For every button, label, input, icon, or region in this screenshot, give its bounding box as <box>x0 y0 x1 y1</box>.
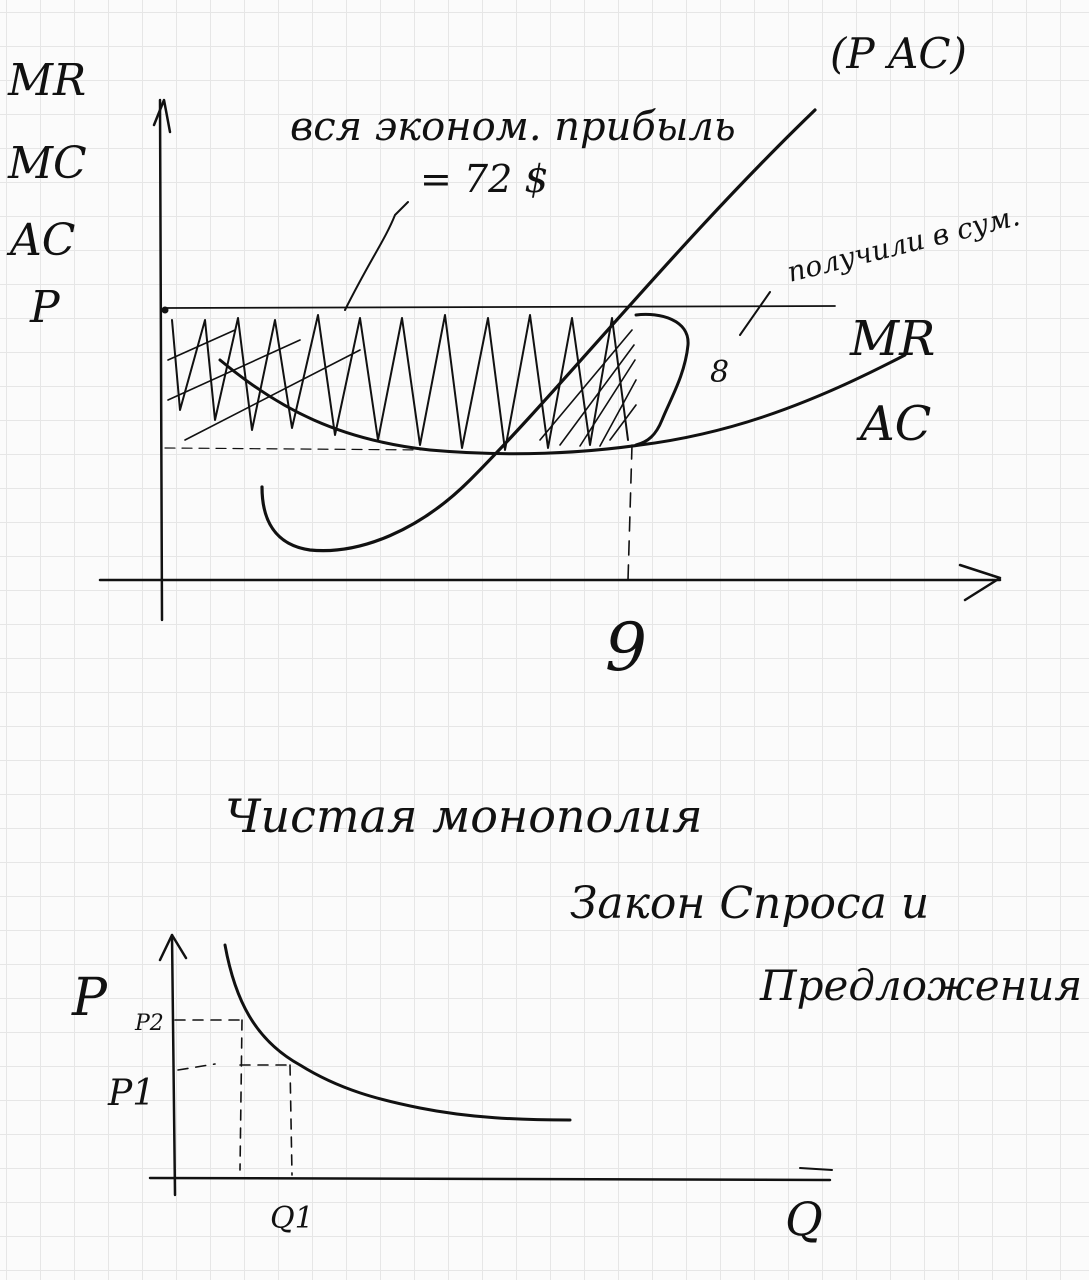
received-arrow <box>739 291 771 336</box>
heading-subtitle-line1: Закон Спроса и <box>570 878 929 929</box>
annotation-pac: (P AC) <box>830 29 967 78</box>
y-label-mr: MR <box>7 55 86 106</box>
q-dashed-line <box>627 444 633 581</box>
profit-bracket <box>634 312 690 447</box>
bottom-graph: P P2 P1 Q1 Q <box>71 933 833 1246</box>
y-label-ac: AC <box>6 215 75 266</box>
heading-subtitle-line2: Предложения <box>759 961 1082 1010</box>
bottom-x-label-q: Q <box>785 1192 823 1246</box>
q1-label: Q1 <box>270 1201 314 1236</box>
y-label-p: P <box>29 282 61 333</box>
y-label-mc: MC <box>7 138 87 189</box>
top-graph: MR MC AC P 8 9 вся эконом. прибыль = 72 … <box>6 29 1023 686</box>
profit-hatching <box>164 314 637 451</box>
top-y-axis-arrow <box>152 98 172 134</box>
bottom-y-axis-arrow <box>158 933 188 962</box>
mc-curve <box>260 108 817 553</box>
annotation-profit: вся эконом. прибыль <box>290 104 736 150</box>
top-x-axis-arrow <box>958 563 1002 602</box>
top-y-axis <box>158 98 164 622</box>
bottom-x-axis-arrow <box>799 1167 833 1171</box>
bottom-y-label-p: P <box>71 968 108 1028</box>
curve-label-ac: AC <box>856 396 931 452</box>
p2-label: P2 <box>134 1011 164 1036</box>
bracket-value: 8 <box>710 355 729 390</box>
x-value-9: 9 <box>605 609 647 686</box>
price-line <box>164 305 836 309</box>
p2-guides <box>174 1019 243 1171</box>
heading-title: Чистая монополия <box>225 789 703 843</box>
bottom-y-axis <box>170 933 177 1197</box>
demand-curve <box>223 943 572 1122</box>
price-point <box>161 306 169 314</box>
p1-label: P1 <box>107 1073 155 1114</box>
annotation-profit-value: = 72 $ <box>420 157 549 201</box>
annotation-arrow <box>344 201 409 311</box>
p1-guides <box>177 1063 293 1176</box>
curve-label-mr: MR <box>849 311 935 367</box>
annotation-received: получили в сум. <box>784 199 1023 289</box>
ac-curve <box>218 353 907 456</box>
bottom-x-axis <box>148 1176 832 1182</box>
